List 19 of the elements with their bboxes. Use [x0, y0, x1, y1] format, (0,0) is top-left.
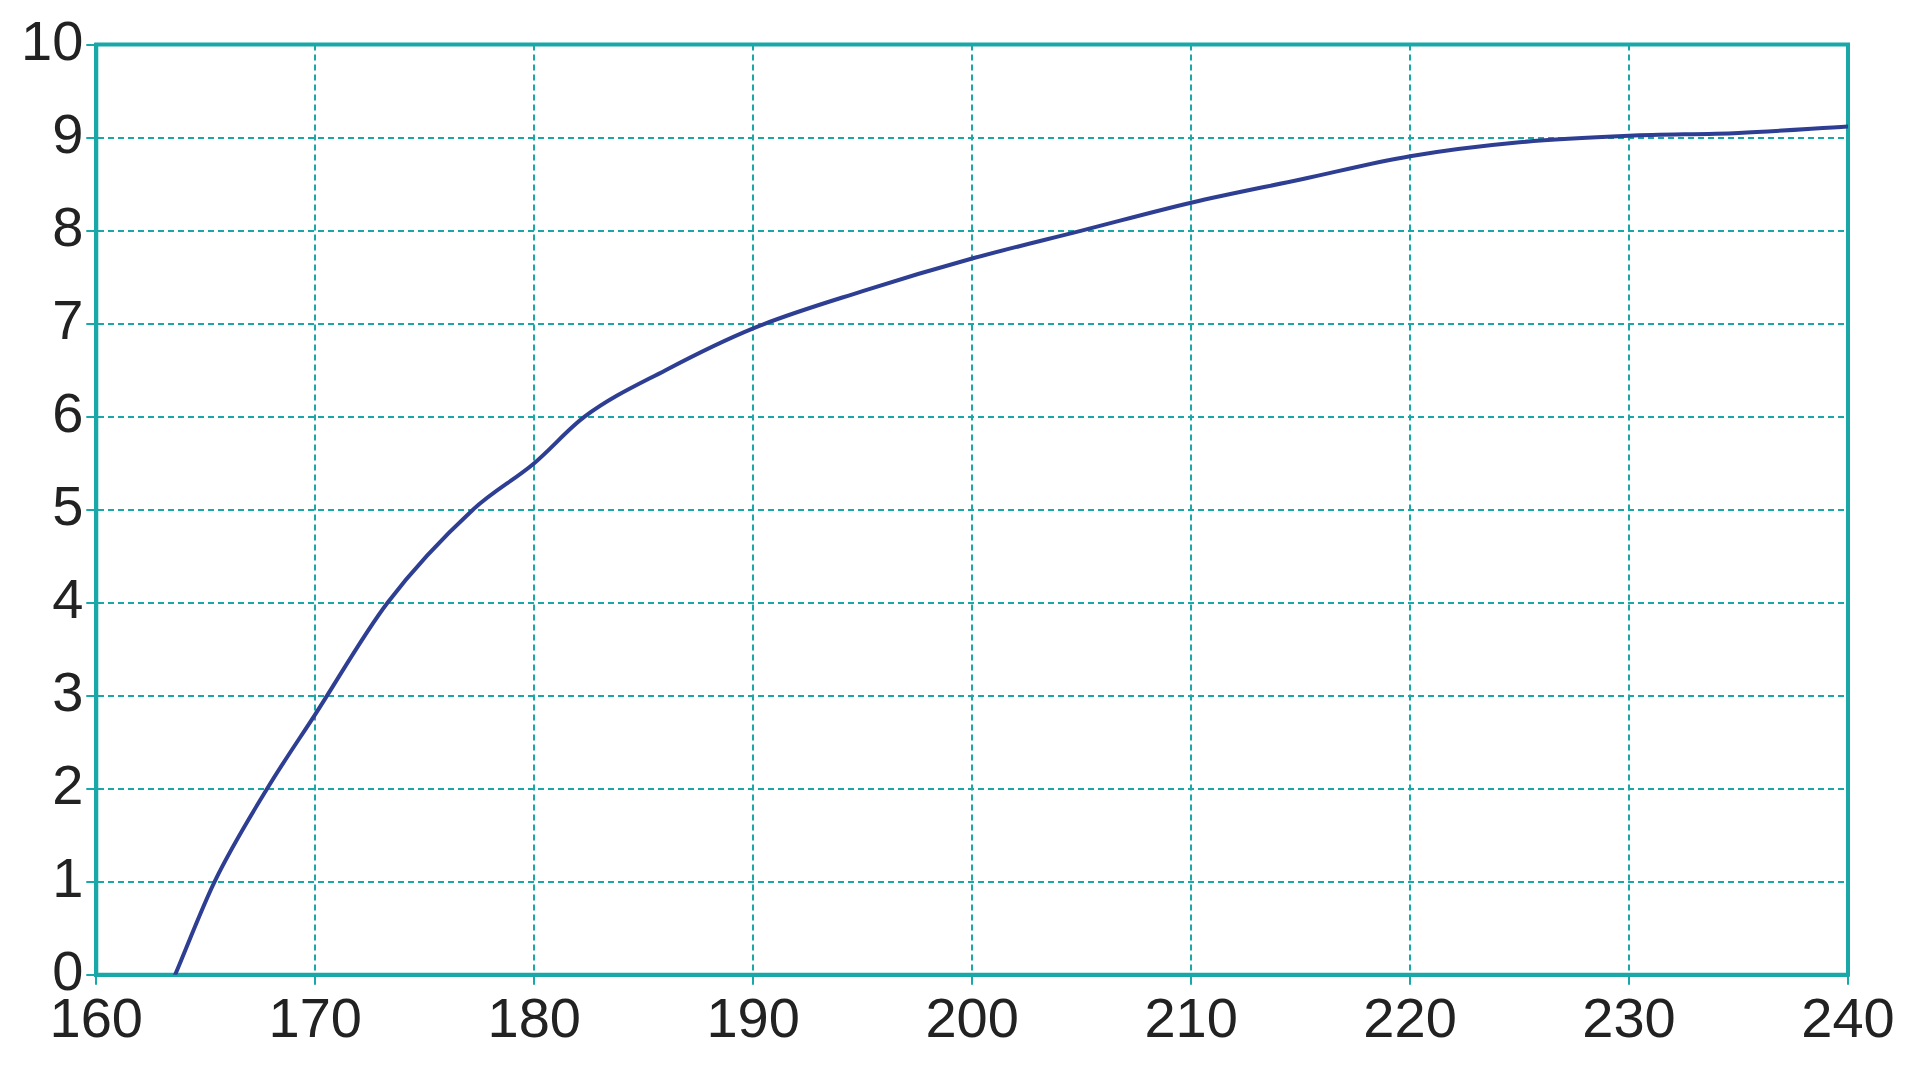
x-tick-label: 180 [487, 985, 581, 1049]
y-tick-label: 5 [52, 474, 84, 538]
y-tick-label: 10 [20, 9, 84, 73]
y-tick-label: 8 [52, 195, 84, 259]
x-tick-label: 210 [1144, 985, 1238, 1049]
y-tick-label: 3 [52, 660, 84, 724]
x-tick-label: 230 [1582, 985, 1676, 1049]
line-series [173, 124, 1848, 975]
y-tick-label: 2 [52, 753, 84, 817]
y-tick-label: 4 [52, 567, 84, 631]
y-tick-label: 7 [52, 288, 84, 352]
y-tick-label: 1 [52, 846, 84, 910]
x-tick-label: 220 [1363, 985, 1457, 1049]
x-tick-label: 170 [268, 985, 362, 1049]
x-tick-label: 200 [925, 985, 1019, 1049]
y-tick-label: 9 [52, 102, 84, 166]
x-tick-label: 190 [706, 985, 800, 1049]
y-tick-label: 6 [52, 381, 84, 445]
x-tick-label: 240 [1801, 985, 1895, 1049]
